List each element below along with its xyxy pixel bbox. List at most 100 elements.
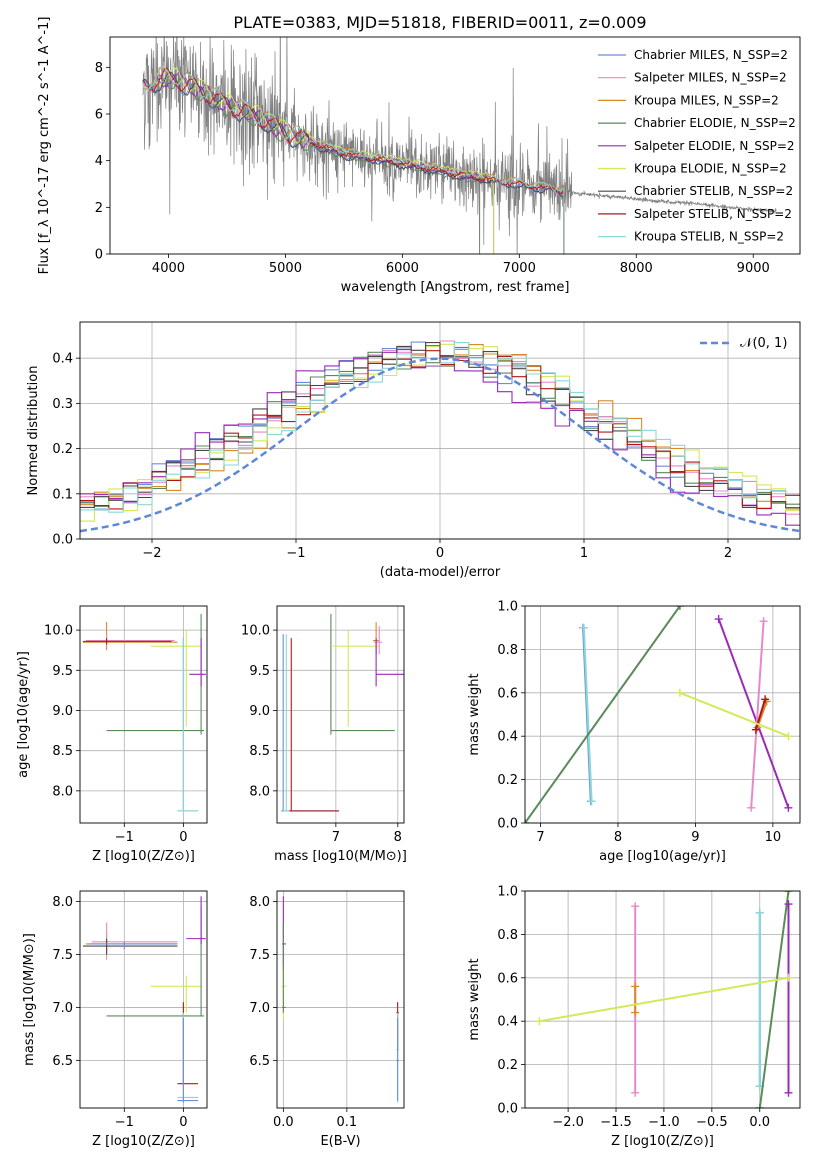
spectrum-panel: 4000 5000 6000 7000 8000 9000 0 2 4 6 8 wavelength … [37, 17, 801, 295]
y-tick-label: 0.4 [497, 1015, 518, 1030]
y-tick-label: 8.0 [249, 784, 270, 799]
y-tick-label: 0.0 [52, 533, 73, 548]
x-axis-label: Z [log10(Z/Z⊙)] [92, 849, 195, 864]
weight-marker [755, 908, 764, 917]
weight-marker [761, 695, 770, 704]
model-spectrum-line [142, 66, 565, 254]
x-axis-label: Z [log10(Z/Z⊙)] [92, 1134, 195, 1149]
weight-marker [675, 688, 684, 697]
weight-marker [784, 891, 793, 895]
weight-line [717, 618, 790, 809]
y-tick-label: 8.0 [52, 784, 73, 799]
weight-marker [759, 617, 768, 626]
y-tick-label: 0.0 [497, 1102, 518, 1117]
y-tick-label: 9.0 [249, 704, 270, 719]
y-tick-label: 7.0 [52, 1001, 73, 1016]
x-tick-label: 0.0 [273, 1115, 294, 1130]
weight-marker [675, 606, 684, 610]
x-tick-label: 9000 [737, 261, 770, 276]
age-vs-mass-panel: 7 8 8.0 8.5 9.0 9.5 10.0 mass [log10(M/M⊙)] [241, 605, 407, 864]
x-tick-label: 0 [179, 1115, 187, 1130]
y-tick-label: 0 [95, 248, 103, 263]
weight-line [750, 621, 765, 808]
weight-line [539, 976, 789, 1023]
x-tick-label: 2 [724, 546, 732, 561]
y-axis-label: mass weight [467, 673, 482, 755]
normal-distribution-curve [80, 357, 800, 533]
x-tick-label: 0.1 [337, 1115, 358, 1130]
y-tick-label: 8.5 [249, 744, 270, 759]
axes-frame [109, 36, 801, 255]
y-axis-label: Flux [f_λ 10^-17 erg cm^-2 s^-1 A^-1] [37, 17, 52, 275]
x-tick-label: 1 [580, 546, 588, 561]
y-tick-label: 0.6 [497, 971, 518, 986]
y-tick-label: 7.5 [52, 948, 73, 963]
y-tick-label: 8 [95, 61, 103, 76]
y-tick-label: 7.5 [249, 948, 270, 963]
x-axis-label: wavelength [Angstrom, rest frame] [341, 280, 570, 295]
weight-line [582, 627, 593, 802]
legend-entry: Salpeter MILES, N_SSP=2 [634, 71, 787, 85]
plot-area [281, 614, 404, 812]
plot-area [525, 606, 793, 823]
age-vs-metallicity-panel: −1 0 8.0 8.5 9.0 9.5 10.0 Z [log10(Z/Z⊙)] age [l… [16, 605, 208, 864]
weight-line [758, 891, 790, 1108]
legend-entry: Chabrier STELIB, N_SSP=2 [634, 184, 793, 198]
y-tick-label: 4 [95, 154, 103, 169]
x-tick-label: −2 [142, 546, 161, 561]
legend-entry: Kroupa STELIB, N_SSP=2 [634, 230, 784, 244]
x-tick-label: 7 [332, 830, 340, 845]
plot-area [82, 614, 206, 812]
weight-marker [631, 982, 640, 991]
legend-entry: Chabrier ELODIE, N_SSP=2 [634, 116, 796, 130]
y-tick-label: 9.5 [249, 664, 270, 679]
weight-marker [587, 797, 596, 806]
y-tick-label: 0.8 [497, 643, 518, 658]
y-tick-label: 0.2 [497, 773, 518, 788]
y-axis-label: age [log10(age/yr)] [16, 651, 31, 778]
weight-marker [631, 1008, 640, 1017]
weight-line [756, 701, 768, 728]
y-tick-label: 0.0 [497, 817, 518, 832]
y-tick-label: 0.1 [52, 487, 73, 502]
y-tick-label: 9.0 [52, 704, 73, 719]
weight-line [525, 606, 681, 823]
weight-marker [579, 623, 588, 632]
x-tick-label: −0.5 [696, 1115, 728, 1130]
weight-vs-age-panel: 7 8 9 10 0.0 0.2 0.4 0.6 0.8 1.0 age [log10(age/yr… [467, 600, 801, 864]
axes-frame [524, 890, 801, 1109]
y-tick-label: 8.5 [52, 744, 73, 759]
residuals-panel: −2 −1 0 1 2 0.0 0.1 0.2 0.3 0.4 (data-model)/error… [26, 321, 801, 580]
weight-marker [784, 732, 793, 741]
x-axis-label: (data-model)/error [380, 565, 501, 580]
weight-marker [747, 803, 756, 812]
y-tick-label: 8.0 [52, 895, 73, 910]
y-tick-label: 10.0 [44, 624, 73, 639]
axes-frame [79, 321, 801, 540]
x-axis-label: age [log10(age/yr)] [599, 849, 726, 864]
axes-frame [524, 605, 801, 824]
x-axis-label: mass [log10(M/M⊙)] [274, 849, 407, 864]
x-tick-label: 0.0 [749, 1115, 770, 1130]
legend-entry: Salpeter STELIB, N_SSP=2 [634, 207, 792, 221]
x-tick-label: −1.5 [600, 1115, 632, 1130]
weight-vs-metallicity-panel: −2.0 −1.5 −1.0 −0.5 0.0 0.0 0.2 0.4 0.6 0.8 1.0 Z [… [467, 885, 801, 1149]
spectrum-legend: Chabrier MILES, N_SSP=2 Salpeter MILES, N… [598, 48, 796, 244]
legend-entry: Kroupa MILES, N_SSP=2 [634, 93, 779, 107]
y-tick-label: 0.8 [497, 928, 518, 943]
x-axis-label: E(B-V) [320, 1134, 360, 1149]
model-spectrum-line [142, 72, 565, 254]
axes-frame [79, 605, 208, 824]
y-tick-label: 7.0 [249, 1001, 270, 1016]
legend-entry: 𝒩(0, 1) [740, 336, 787, 351]
x-tick-label: −1 [286, 546, 305, 561]
x-tick-label: 8000 [620, 261, 653, 276]
figure-title: PLATE=0383, MJD=51818, FIBERID=0011, z=0… [233, 13, 646, 32]
x-tick-label: 0 [179, 830, 187, 845]
x-tick-label: −1 [115, 1115, 134, 1130]
weight-marker [714, 615, 723, 624]
weight-marker [755, 1104, 764, 1108]
y-axis-label: mass [log10(M/M⊙)] [22, 933, 37, 1066]
plot-area [82, 896, 206, 1103]
y-tick-label: 1.0 [497, 600, 518, 615]
